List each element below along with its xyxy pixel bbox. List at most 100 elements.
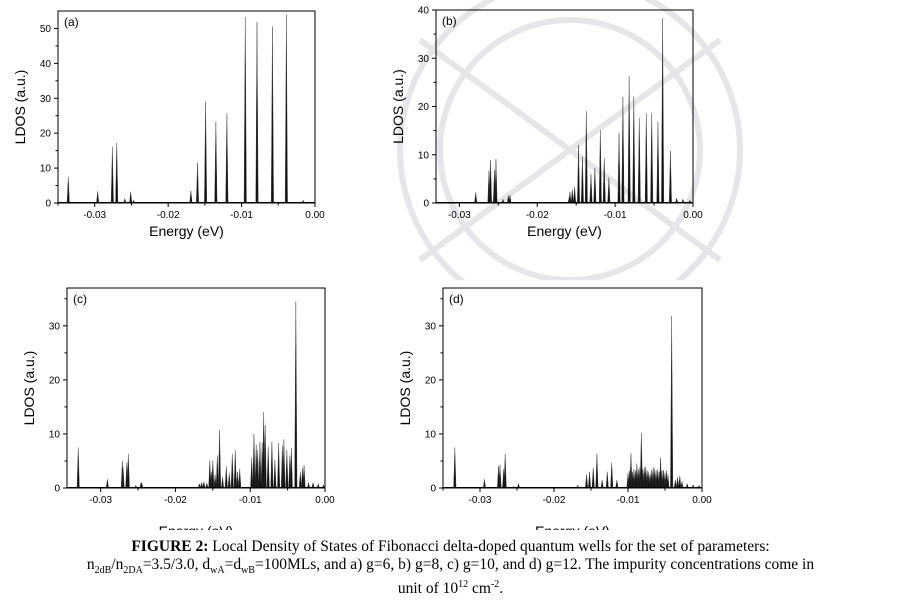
caption-label: FIGURE 2: (131, 538, 209, 555)
ldos-peak (110, 147, 114, 204)
caption-part: =3.5/3.0, d (142, 556, 211, 573)
ldos-peak (196, 162, 199, 204)
ldos-peak (236, 471, 239, 489)
x-tick-label: -0.01 (239, 495, 262, 506)
ldos-peak (96, 191, 100, 204)
ldos-peak (644, 113, 648, 204)
ldos-peak (605, 471, 609, 489)
x-tick-label: -0.02 (543, 495, 566, 506)
ldos-peak (656, 121, 660, 204)
ldos-peak (584, 111, 588, 204)
ldos-peak (585, 474, 588, 489)
plot-frame (435, 9, 694, 204)
ldos-peak (230, 453, 234, 489)
y-tick-label: 50 (40, 24, 52, 35)
watermark-seal (397, 0, 743, 280)
y-tick-label: 20 (40, 129, 52, 140)
ldos-peak (213, 474, 217, 489)
ldos-peak (218, 430, 221, 489)
ldos-peak (615, 479, 619, 489)
ldos-peak (214, 121, 218, 204)
y-tick-label: 0 (54, 484, 60, 495)
plot-frame (57, 10, 316, 204)
y-tick-label: 30 (49, 321, 61, 332)
ldos-peak (238, 469, 242, 489)
ldos-peak (250, 457, 254, 489)
ldos-peak (570, 189, 574, 204)
ldos-peak (211, 460, 215, 489)
ldos-peak (617, 133, 621, 204)
x-tick-label: 0.00 (315, 495, 335, 506)
ldos-peak (105, 479, 109, 489)
ldos-peak (661, 18, 665, 204)
ldos-peak (298, 471, 302, 489)
ldos-peak (489, 160, 492, 204)
x-tick-label: -0.03 (469, 495, 492, 506)
y-tick-label: 20 (418, 102, 430, 113)
y-tick-label: 0 (430, 484, 436, 495)
ldos-peak (600, 479, 604, 489)
ldos-peak (76, 447, 80, 489)
ldos-peak (271, 26, 274, 204)
ldos-peak (610, 462, 614, 489)
ldos-peak (627, 76, 631, 204)
y-tick-label: 10 (425, 429, 437, 440)
panel-label: (c) (73, 292, 87, 306)
ldos-peak (215, 455, 219, 489)
caption-line-3: unit of 1012 cm-2. (0, 576, 901, 598)
figure-panels: -0.03 -0.02 -0.01 0.00 0 10 20 30 40 50 (a) Energy … (12, 6, 712, 531)
caption-part: . (499, 580, 504, 598)
x-tick-label: -0.02 (157, 210, 180, 221)
caption-sub: wA (210, 565, 225, 577)
ldos-peak (637, 118, 641, 204)
ldos-peak (258, 442, 262, 489)
caption-text-1: Local Density of States of Fibonacci del… (208, 538, 770, 555)
caption-sub: wB (241, 565, 255, 577)
x-tick-label: -0.01 (617, 495, 640, 506)
ldos-peak (66, 176, 70, 204)
panel-label: (d) (449, 292, 464, 306)
ldos-peak (129, 191, 133, 204)
panel-label: (a) (64, 15, 79, 29)
y-tick-label: 10 (418, 150, 430, 161)
ldos-peak (588, 471, 591, 489)
ldos-peak (270, 441, 274, 489)
ldos-peak (670, 316, 674, 489)
ldos-peak (233, 450, 237, 489)
ldos-peak (221, 477, 224, 489)
chart-panel-c: -0.03 -0.02 -0.01 0.00 0 10 20 30 (c) Energy (eV)… (21, 287, 335, 530)
caption-part: unit of 10 (397, 580, 459, 598)
ldos-peak (494, 159, 498, 204)
y-axis-label: LDOS (a.u.) (390, 69, 406, 144)
ldos-peak (294, 301, 298, 489)
ldos-peak (255, 22, 259, 204)
ldos-peak (243, 16, 247, 204)
x-tick-label: 0.00 (683, 210, 703, 221)
ldos-peak (595, 453, 599, 489)
y-tick-label: 40 (418, 6, 430, 17)
chart-panel-b: -0.03 -0.02 -0.01 0.00 0 10 20 30 40 (b) Energy (e… (390, 6, 703, 240)
y-tick-label: 40 (40, 59, 52, 70)
x-tick-label: -0.03 (89, 495, 112, 506)
ldos-peak (598, 130, 602, 204)
y-tick-label: 20 (425, 375, 437, 386)
ldos-peak (621, 96, 625, 204)
x-tick-label: 0.00 (305, 210, 325, 221)
caption-sub: 2dB (94, 565, 112, 577)
x-axis-label: Energy (eV) (159, 523, 234, 530)
x-tick-label: -0.03 (448, 210, 471, 221)
caption-line-1: FIGURE 2: Local Density of States of Fib… (0, 538, 901, 556)
y-tick-label: 10 (40, 164, 52, 175)
x-tick-label: 0.00 (692, 495, 712, 506)
caption-sup: 12 (458, 579, 469, 590)
caption-part: =d (224, 556, 242, 573)
ldos-peak (126, 453, 130, 489)
caption-part: cm (468, 580, 491, 598)
ldos-peak (227, 472, 231, 489)
y-axis-label: LDOS (a.u.) (12, 70, 28, 145)
ldos-peak (273, 459, 277, 489)
panel-label: (b) (442, 14, 457, 28)
ldos-peak (483, 479, 486, 489)
ldos-peak (189, 190, 193, 204)
ldos-peak (577, 145, 580, 204)
